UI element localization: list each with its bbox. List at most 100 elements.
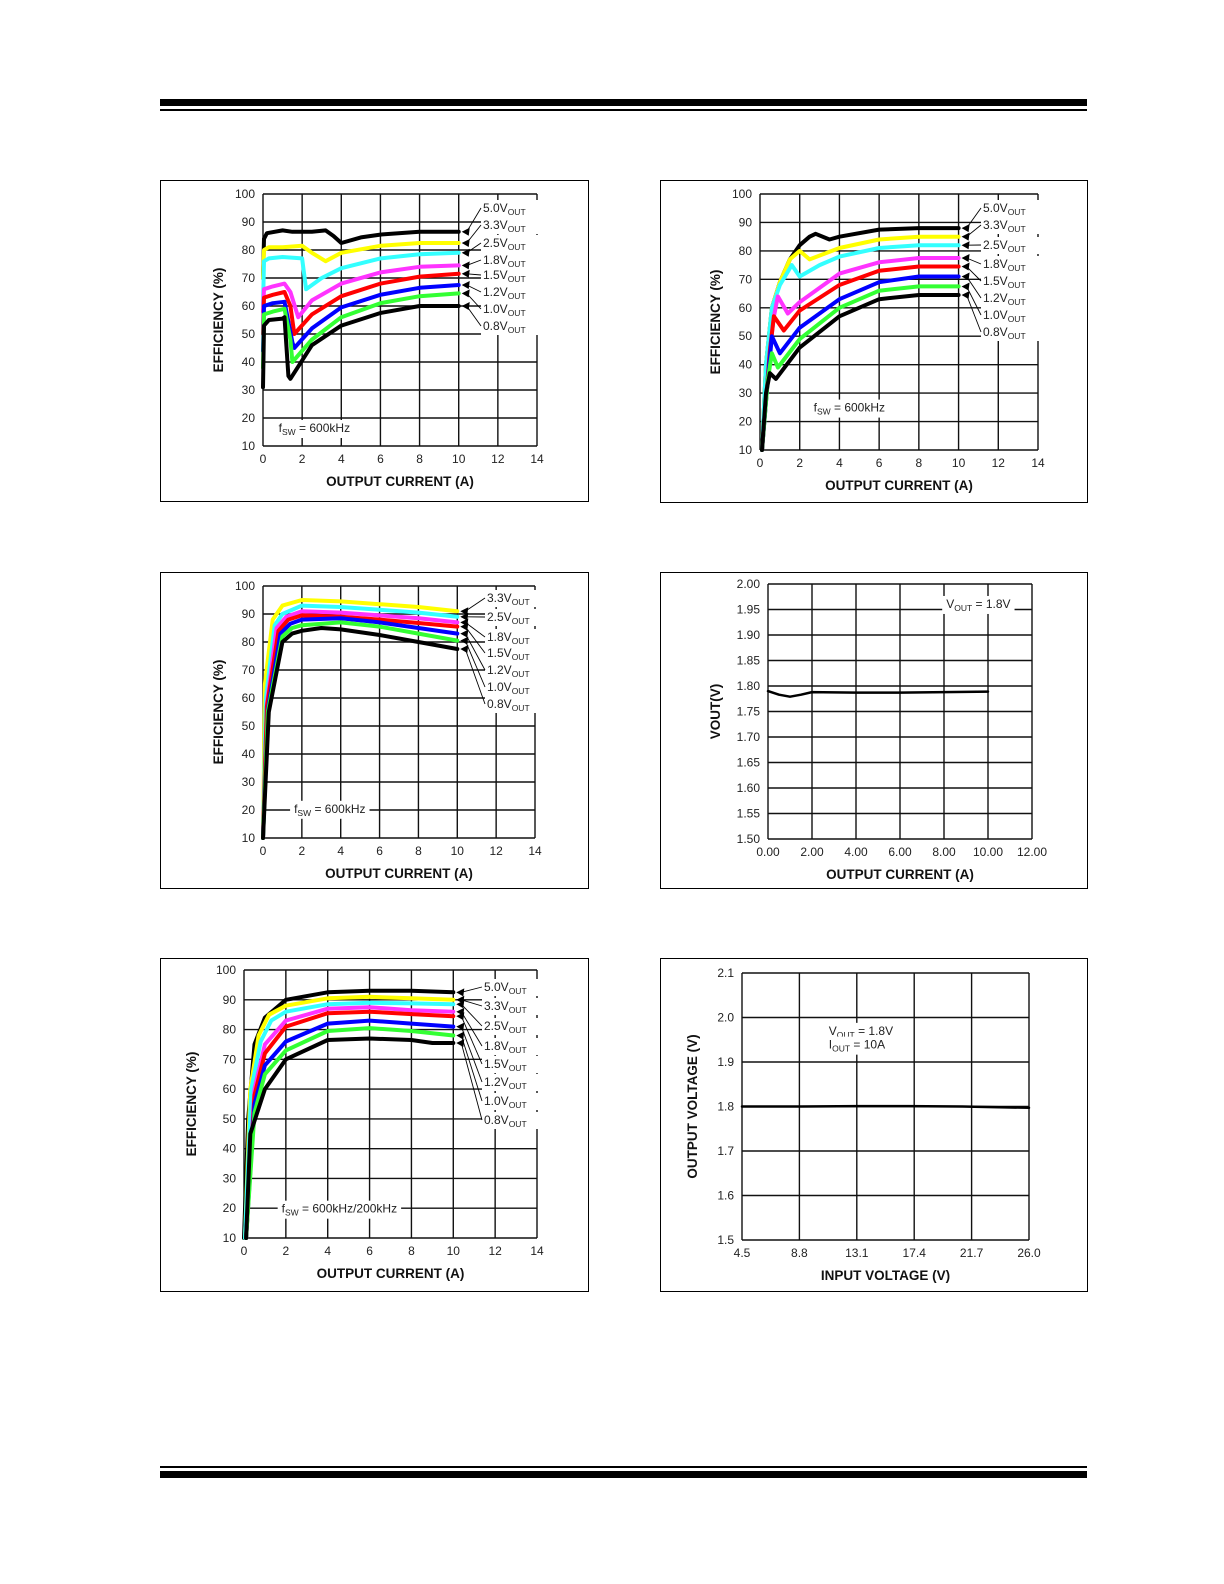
y-tick-label: 70	[223, 1052, 237, 1066]
legend-voltage: 3.3V	[983, 218, 1008, 232]
legend-subscript: OUT	[512, 703, 530, 713]
legend-label: 1.2VOUT	[487, 663, 530, 679]
legend-label-background	[981, 324, 1039, 341]
legend-label: 3.3VOUT	[483, 218, 526, 234]
legend-label: 0.8VOUT	[487, 697, 530, 713]
legend-voltage: 3.3V	[484, 999, 509, 1013]
x-tick-label: 8.8	[791, 1246, 808, 1260]
series-line	[760, 293, 961, 452]
arrowhead-icon	[961, 290, 970, 299]
annotation-background	[290, 800, 370, 819]
y-tick-label: 80	[242, 635, 256, 649]
x-axis-title: OUTPUT CURRENT (A)	[326, 474, 474, 489]
legend-label-background	[485, 662, 543, 679]
legend-label: 3.3VOUT	[983, 218, 1026, 234]
y-tick-label: 10	[242, 439, 256, 453]
x-tick-label: 12	[491, 452, 505, 466]
legend-subscript: OUT	[508, 325, 526, 335]
annotation-subscript: SW	[282, 427, 296, 437]
footer-rule-thin	[160, 1466, 1087, 1468]
annotation-text: IOUT = 10A	[829, 1038, 885, 1054]
legend-subscript: OUT	[512, 616, 530, 626]
legend-voltage: 1.0V	[484, 1094, 509, 1108]
x-tick-label: 12	[488, 1244, 502, 1258]
x-tick-label: 6	[876, 456, 883, 470]
annotation-subscript: OUT	[837, 1030, 855, 1040]
arrowhead-icon	[961, 224, 970, 233]
x-tick-label: 8	[416, 452, 423, 466]
annotation-text: fSW = 600kHz/200kHz	[282, 1202, 397, 1218]
legend-voltage: 1.5V	[484, 1057, 509, 1071]
y-tick-label: 1.9	[717, 1055, 734, 1069]
legend-label: 2.5VOUT	[983, 238, 1026, 254]
y-tick-label: 1.8	[717, 1100, 734, 1114]
series-line	[261, 283, 461, 353]
x-tick-label: 10	[952, 456, 966, 470]
x-tick-label: 10	[451, 844, 465, 858]
legend-subscript: OUT	[508, 308, 526, 318]
y-tick-label: 2.00	[737, 577, 761, 591]
legend-label: 1.2VOUT	[983, 291, 1026, 307]
legend-label: 1.0VOUT	[484, 1094, 527, 1110]
legend-subscript: OUT	[1008, 331, 1026, 341]
annotation-value: = 600kHz/200kHz	[299, 1202, 397, 1216]
footer-rule-thick	[160, 1471, 1087, 1478]
x-tick-label: 2.00	[800, 845, 824, 859]
legend-label: 2.5VOUT	[483, 236, 526, 252]
y-tick-label: 1.95	[737, 603, 761, 617]
legend-leader-line	[466, 284, 482, 293]
annotation-background	[809, 399, 890, 418]
annotation-text: fSW = 600kHz	[279, 421, 350, 437]
x-tick-label: 6	[376, 844, 383, 858]
legend-subscript: OUT	[512, 652, 530, 662]
arrowhead-icon	[456, 1038, 465, 1047]
x-tick-label: 8.00	[932, 845, 956, 859]
y-tick-label: 80	[739, 244, 753, 258]
legend-voltage: 1.8V	[487, 630, 512, 644]
x-tick-label: 12	[992, 456, 1006, 470]
annotation-value: = 1.8V	[972, 597, 1010, 611]
y-tick-label: 70	[242, 271, 256, 285]
legend-leader-line	[466, 207, 482, 233]
legend-leader-line	[464, 648, 486, 705]
y-tick-label: 1.55	[737, 807, 761, 821]
arrowhead-icon	[961, 232, 970, 241]
x-tick-label: 0	[241, 1244, 248, 1258]
legend-subscript: OUT	[509, 986, 527, 996]
y-tick-label: 1.85	[737, 654, 761, 668]
y-tick-label: 2.0	[717, 1011, 734, 1025]
legend-subscript: OUT	[508, 291, 526, 301]
arrowhead-icon	[456, 988, 465, 997]
legend-subscript: OUT	[509, 1025, 527, 1035]
annotation-subscript: SW	[817, 407, 831, 417]
y-tick-label: 1.80	[737, 679, 761, 693]
legend-voltage: 1.8V	[484, 1039, 509, 1053]
series-line	[261, 228, 461, 280]
x-tick-label: 21.7	[960, 1246, 984, 1260]
legend-voltage: 1.2V	[487, 663, 512, 677]
y-tick-label: 90	[242, 215, 256, 229]
y-tick-label: 10	[223, 1231, 237, 1245]
arrowhead-icon	[461, 269, 470, 278]
y-tick-label: 100	[216, 963, 236, 977]
x-tick-label: 4	[324, 1244, 331, 1258]
arrowhead-icon	[456, 1022, 465, 1031]
y-tick-label: 80	[242, 243, 256, 257]
y-axis-title: EFFICIENCY (%)	[184, 1052, 199, 1157]
legend-voltage: 1.2V	[483, 285, 508, 299]
legend-leader-line	[966, 257, 982, 265]
legend-label: 1.8VOUT	[483, 253, 526, 269]
arrowhead-icon	[461, 302, 470, 310]
annotation-background	[824, 1036, 890, 1055]
legend-label: 3.3VOUT	[484, 999, 527, 1015]
legend-voltage: 2.5V	[484, 1019, 509, 1033]
arrowhead-icon	[461, 239, 470, 247]
x-tick-label: 17.4	[903, 1246, 927, 1260]
legend-voltage: 0.8V	[983, 325, 1008, 339]
x-tick-label: 6	[366, 1244, 373, 1258]
legend-leader-line	[460, 1011, 483, 1047]
legend-subscript: OUT	[508, 207, 526, 217]
annotation-value: = 600kHz	[311, 802, 365, 816]
legend-subscript: OUT	[1008, 280, 1026, 290]
y-tick-label: 40	[242, 355, 256, 369]
